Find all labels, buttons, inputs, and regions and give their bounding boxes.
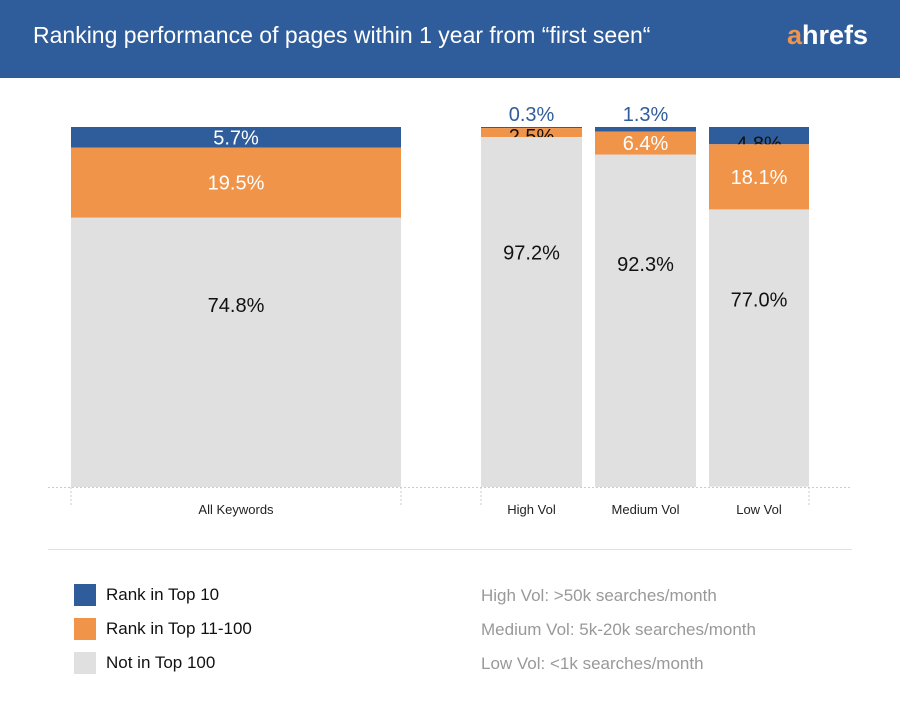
- divider: [48, 549, 852, 550]
- bar-segment: [481, 127, 582, 129]
- data-label: 1.3%: [623, 104, 669, 126]
- bar-segment: [709, 144, 809, 210]
- data-label: 19.5%: [208, 173, 265, 195]
- bar-segment: [709, 209, 809, 487]
- data-label: 6.4%: [623, 133, 669, 155]
- data-label: 0.3%: [509, 104, 555, 126]
- category-label: All Keywords: [198, 502, 274, 517]
- bar-segment: [481, 128, 582, 138]
- category-label: Medium Vol: [612, 502, 680, 517]
- data-label: 5.7%: [213, 127, 259, 149]
- data-label: 18.1%: [731, 167, 788, 189]
- chart-title: Ranking performance of pages within 1 ye…: [33, 22, 651, 48]
- data-label: 92.3%: [617, 254, 674, 276]
- note-medium-vol: Medium Vol: 5k-20k searches/month: [481, 620, 756, 639]
- bar-segment: [481, 137, 582, 487]
- bar-segment: [595, 154, 696, 487]
- bar-segment: [595, 127, 696, 132]
- category-label: High Vol: [507, 502, 556, 517]
- header: Ranking performance of pages within 1 ye…: [0, 0, 900, 78]
- legend-swatch: [74, 618, 96, 640]
- note-high-vol: High Vol: >50k searches/month: [481, 586, 717, 605]
- data-label: 97.2%: [503, 243, 560, 265]
- ahrefs-logo: ahrefs: [786, 20, 868, 50]
- bar-segment: [709, 127, 809, 145]
- data-label: 77.0%: [731, 289, 788, 311]
- category-label: Low Vol: [736, 502, 782, 517]
- stacked-bar-chart: 5.7%19.5%74.8%All Keywords0.3%2.5%97.2%H…: [48, 104, 850, 517]
- legend-swatch: [74, 584, 96, 606]
- note-low-vol: Low Vol: <1k searches/month: [481, 654, 704, 673]
- legend-swatch: [74, 652, 96, 674]
- bar-segment: [71, 217, 401, 487]
- bar-segment: [71, 147, 401, 218]
- bar-segment: [71, 127, 401, 148]
- bar-segment: [595, 131, 696, 155]
- data-label: 74.8%: [208, 295, 265, 317]
